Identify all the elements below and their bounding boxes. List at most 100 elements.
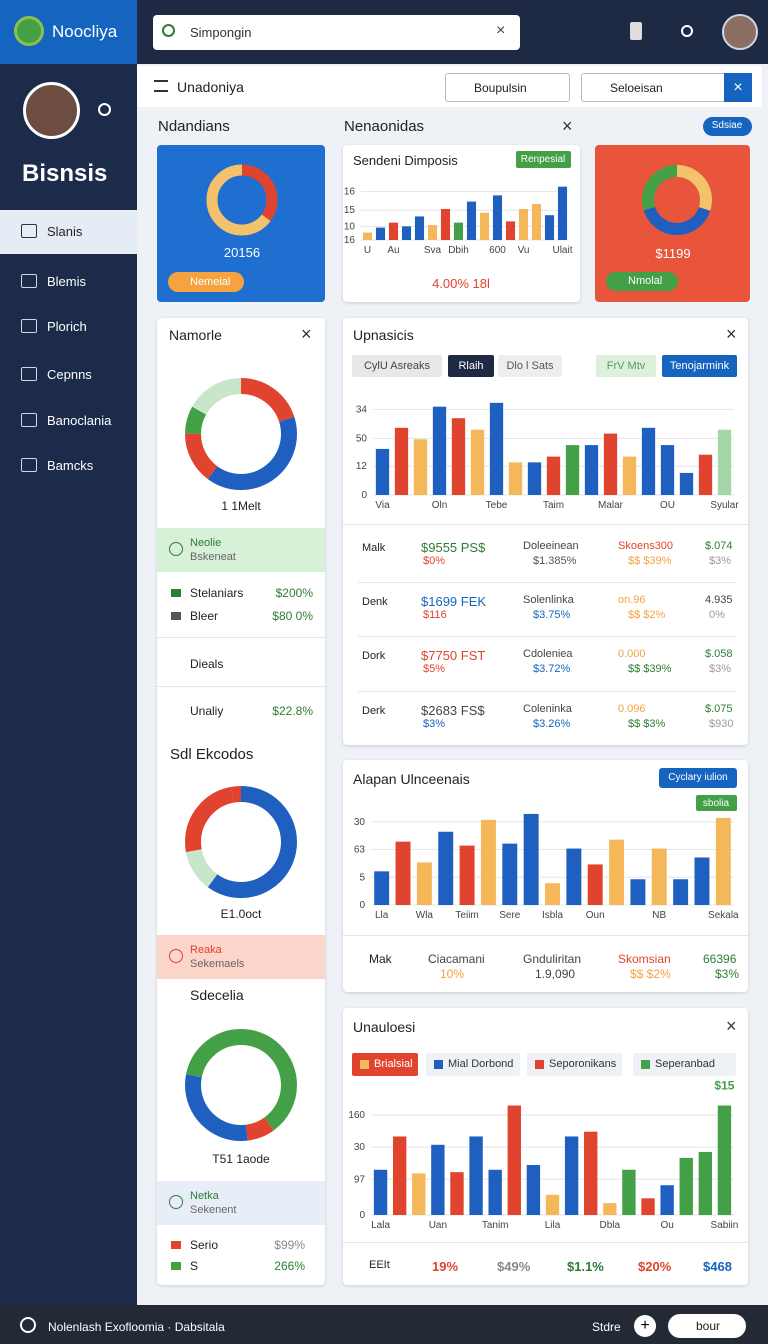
y-tick-label: 0 [359, 900, 365, 911]
row-icon [171, 1262, 181, 1270]
bar [557, 186, 568, 240]
legend-item[interactable] [352, 1053, 418, 1076]
table-cell: Doleeinean [523, 540, 579, 552]
nav-icon [21, 319, 37, 333]
close-button[interactable]: × [301, 324, 312, 344]
bar [673, 879, 689, 905]
x-tick-label: Dbih [448, 245, 469, 256]
table-cell: $$ $39% [628, 555, 672, 567]
nav-item[interactable]: Slanis [47, 224, 83, 239]
nav-icon [21, 367, 37, 381]
tab[interactable] [662, 355, 737, 377]
divider [358, 582, 736, 583]
tab-text[interactable]: FrV Mtv [606, 360, 646, 372]
dropdown[interactable] [445, 73, 570, 102]
y-tick-label: 30 [354, 1142, 366, 1153]
list-item: Unaliy [190, 704, 224, 718]
bar [641, 427, 656, 495]
tab-text[interactable]: Tenojarmink [669, 360, 730, 372]
section-button[interactable] [703, 117, 752, 136]
tab-text[interactable]: Dlo l Sats [506, 360, 554, 372]
bar [459, 845, 475, 905]
highlight-sub: Sekemaels [190, 958, 245, 970]
highlight-icon [169, 949, 183, 963]
highlight-sub: Sekenent [190, 1204, 237, 1216]
dropdown-text: Boupulsin [474, 81, 527, 95]
tab[interactable] [448, 355, 494, 377]
search-box[interactable] [153, 15, 520, 50]
y-tick-label: 34 [356, 405, 368, 416]
donut-segment [185, 378, 297, 490]
legend-item[interactable] [426, 1053, 520, 1076]
bar [531, 204, 542, 240]
button-text[interactable]: Nmolal [628, 275, 663, 287]
legend-text[interactable]: Seperanbad [655, 1058, 715, 1070]
footer-pill[interactable] [668, 1314, 746, 1338]
legend-text[interactable]: Seporonikans [549, 1058, 617, 1070]
nav-item[interactable]: Banoclania [47, 413, 112, 428]
settings-icon[interactable] [681, 25, 693, 37]
legend-item[interactable] [527, 1053, 622, 1076]
nav-item[interactable]: Cepnns [47, 367, 92, 382]
nav-item[interactable]: Bamcks [47, 458, 94, 473]
x-tick-label: Ulait [552, 245, 572, 256]
card-button[interactable] [659, 768, 737, 788]
tab-text[interactable]: Rlaih [458, 360, 484, 372]
button-text[interactable]: Sdsiae [711, 120, 743, 131]
button-text[interactable]: Nemeial [190, 276, 231, 288]
search-clear[interactable]: × [724, 73, 752, 102]
bar [416, 862, 432, 905]
card-button[interactable] [168, 272, 244, 292]
close-button[interactable]: × [726, 1016, 737, 1036]
header-search[interactable] [581, 73, 752, 102]
bar [492, 195, 503, 240]
tab-text[interactable]: CylU Asreaks [363, 360, 431, 372]
highlight [157, 935, 325, 979]
close-button[interactable]: × [726, 324, 737, 344]
tab[interactable] [498, 355, 562, 377]
table-cell: $1.385% [533, 555, 577, 567]
divider [343, 1242, 748, 1243]
table-cell: $0% [423, 555, 446, 567]
legend-text[interactable]: Mial Dorbond [448, 1058, 514, 1070]
legend-text[interactable]: Brialsial [374, 1058, 413, 1070]
table-cell: Malk [362, 542, 386, 554]
table-cell: 0% [709, 609, 725, 621]
row-value: $200% [275, 586, 313, 600]
donut-segment [642, 165, 712, 235]
donut-segment [185, 378, 297, 490]
bar-chart: 16 15 10 16 U Au Sva Dbih 600 Vu Ulait [344, 186, 573, 256]
button-text[interactable]: Cyclary iulion [668, 772, 728, 783]
pill-text[interactable]: bour [696, 1319, 721, 1333]
highlight-sub: Bskeneat [190, 551, 236, 563]
add-button[interactable]: + [634, 1315, 656, 1337]
y-tick-label: 16 [344, 187, 356, 198]
divider [343, 524, 748, 525]
row-value: $80 0% [272, 609, 313, 623]
legend-swatch [434, 1060, 443, 1069]
y-tick-label: 63 [354, 845, 366, 856]
summary-label: Mak [369, 952, 392, 966]
bar [375, 448, 390, 495]
divider [157, 686, 325, 687]
bar [508, 462, 523, 495]
clear-button[interactable]: × [496, 22, 506, 39]
card-button[interactable] [606, 272, 678, 291]
bar [505, 221, 516, 240]
footer-link[interactable]: Stdre [592, 1320, 621, 1334]
tab[interactable] [596, 355, 656, 377]
nav-item[interactable]: Blemis [47, 274, 87, 289]
notification-icon[interactable] [630, 22, 642, 40]
legend-item[interactable] [633, 1053, 736, 1076]
tab[interactable] [352, 355, 442, 377]
bar [450, 1172, 464, 1215]
donut-chart [206, 164, 278, 236]
close-button[interactable]: × [562, 116, 573, 136]
nav-item[interactable]: Plorich [47, 319, 87, 334]
badge-text: Renpesial [520, 154, 566, 165]
summary-value: 10% [440, 967, 465, 981]
user-avatar[interactable] [722, 14, 758, 50]
bar [431, 1144, 445, 1215]
bar [545, 1194, 560, 1215]
summary-value: $3% [715, 967, 740, 981]
